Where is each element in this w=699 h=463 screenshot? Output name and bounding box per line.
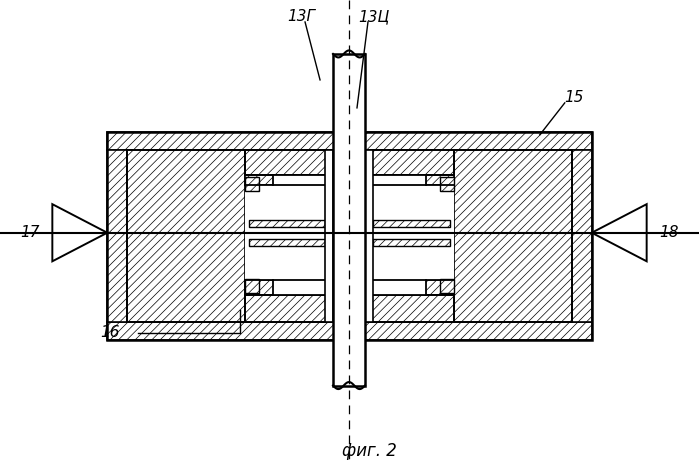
Bar: [357, 322, 592, 340]
Bar: [273, 175, 342, 185]
Bar: [107, 132, 342, 340]
Bar: [373, 239, 450, 246]
Bar: [107, 322, 342, 340]
Bar: [249, 239, 325, 246]
Bar: [440, 177, 454, 191]
Text: 18: 18: [659, 225, 679, 240]
Bar: [245, 177, 259, 191]
Bar: [357, 175, 426, 185]
Bar: [245, 280, 342, 294]
Text: 17: 17: [20, 225, 40, 240]
Bar: [357, 294, 454, 322]
Bar: [107, 150, 127, 322]
Bar: [357, 175, 454, 185]
Polygon shape: [52, 204, 107, 261]
Polygon shape: [592, 204, 647, 261]
Text: 13Ц: 13Ц: [359, 9, 389, 25]
Text: 16: 16: [101, 325, 120, 340]
Bar: [127, 150, 245, 322]
Bar: [107, 132, 342, 150]
Bar: [333, 54, 365, 386]
Bar: [357, 185, 454, 280]
Bar: [245, 185, 342, 280]
Bar: [245, 279, 259, 293]
Bar: [440, 279, 454, 293]
Bar: [357, 280, 426, 294]
Bar: [365, 150, 373, 322]
Bar: [245, 150, 342, 175]
Text: 15: 15: [564, 90, 584, 106]
Bar: [249, 220, 325, 227]
Bar: [357, 280, 454, 294]
Bar: [572, 150, 592, 322]
Bar: [357, 150, 454, 175]
Bar: [273, 280, 342, 294]
Text: 13Г: 13Г: [287, 9, 315, 25]
Bar: [454, 150, 572, 322]
Bar: [373, 220, 450, 227]
Bar: [357, 132, 592, 340]
Text: фиг. 2: фиг. 2: [342, 443, 396, 461]
Bar: [245, 175, 342, 185]
Bar: [245, 294, 342, 322]
Bar: [357, 132, 592, 150]
Bar: [325, 150, 333, 322]
